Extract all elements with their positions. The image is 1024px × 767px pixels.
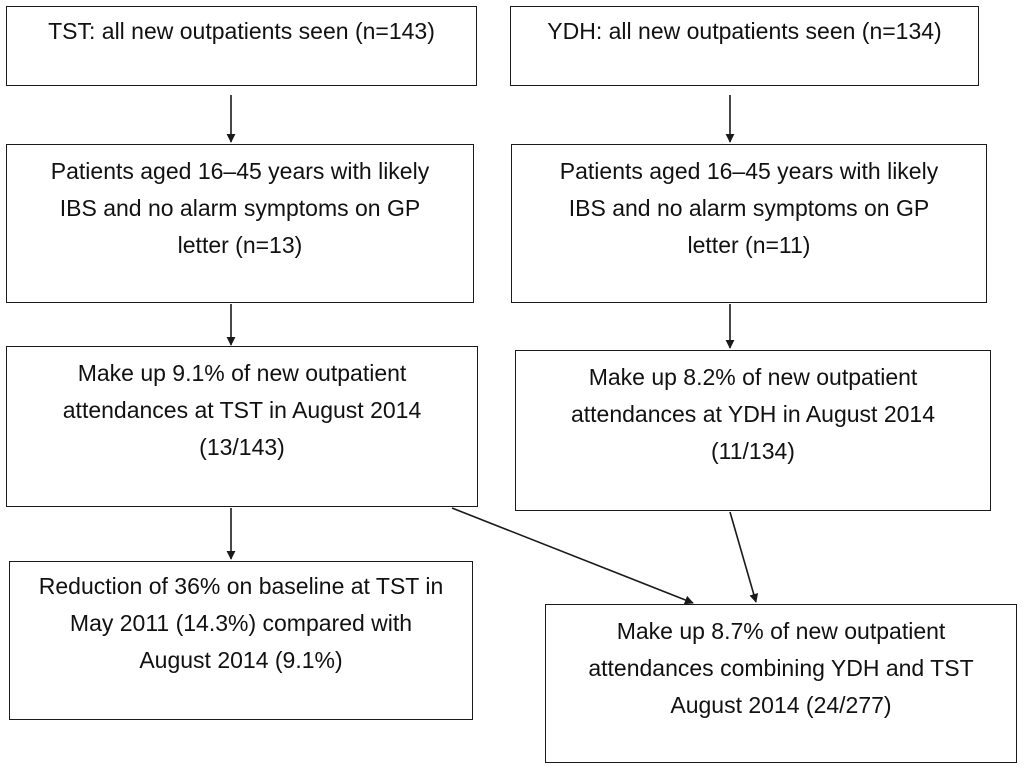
ydh-percentage-box: Make up 8.2% of new outpatient attendanc… xyxy=(515,350,991,511)
tst-ibs-patients-text: Patients aged 16–45 years with likely IB… xyxy=(50,158,430,258)
tst-percentage-text: Make up 9.1% of new outpatient attendanc… xyxy=(62,360,422,460)
tst-all-outpatients-box: TST: all new outpatients seen (n=143) xyxy=(6,6,477,86)
tst-reduction-box: Reduction of 36% on baseline at TST in M… xyxy=(9,561,473,720)
ydh-ibs-patients-box: Patients aged 16–45 years with likely IB… xyxy=(511,144,987,303)
ydh-all-outpatients-text: YDH: all new outpatients seen (n=134) xyxy=(547,18,942,44)
combined-percentage-box: Make up 8.7% of new outpatient attendanc… xyxy=(545,604,1017,763)
tst-ibs-patients-box: Patients aged 16–45 years with likely IB… xyxy=(6,144,474,303)
ydh-ibs-patients-text: Patients aged 16–45 years with likely IB… xyxy=(559,158,939,258)
arrow-tst-pct-to-combined xyxy=(451,507,694,605)
combined-percentage-text: Make up 8.7% of new outpatient attendanc… xyxy=(588,618,974,718)
arrow-ydh-pct-to-combined xyxy=(729,511,759,603)
tst-all-outpatients-text: TST: all new outpatients seen (n=143) xyxy=(48,18,435,44)
tst-reduction-text: Reduction of 36% on baseline at TST in M… xyxy=(38,573,444,673)
ydh-percentage-text: Make up 8.2% of new outpatient attendanc… xyxy=(570,364,935,464)
tst-percentage-box: Make up 9.1% of new outpatient attendanc… xyxy=(6,346,478,507)
ydh-all-outpatients-box: YDH: all new outpatients seen (n=134) xyxy=(510,6,979,86)
